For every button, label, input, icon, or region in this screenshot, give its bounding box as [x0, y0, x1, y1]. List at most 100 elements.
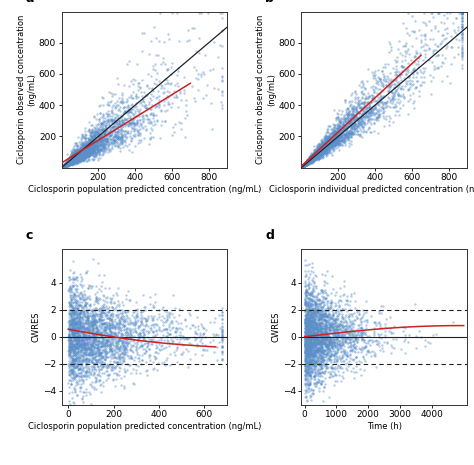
Point	[304, 158, 311, 165]
Point	[105, 303, 113, 311]
Point	[69, 332, 77, 339]
Point	[334, 129, 341, 136]
Point	[313, 296, 320, 304]
Point	[114, 80, 122, 87]
Point	[66, 160, 74, 168]
Point	[307, 318, 315, 325]
Point	[91, 153, 99, 161]
Point	[78, 157, 85, 164]
Point	[88, 149, 96, 157]
Point	[303, 159, 311, 166]
Point	[69, 325, 76, 332]
Point	[375, 331, 383, 339]
Point	[458, 23, 466, 30]
Point	[318, 143, 326, 151]
Point	[341, 126, 348, 134]
Point	[81, 372, 89, 380]
Point	[90, 338, 97, 345]
Point	[64, 158, 72, 166]
Point	[152, 35, 159, 42]
Point	[317, 314, 324, 321]
Point	[89, 351, 96, 359]
Point	[311, 332, 319, 339]
Point	[337, 131, 344, 139]
Point	[320, 309, 328, 317]
Point	[70, 157, 78, 164]
Point	[308, 345, 316, 353]
Point	[89, 326, 96, 333]
Point	[300, 162, 307, 170]
Point	[79, 308, 86, 316]
Point	[328, 343, 336, 351]
Point	[312, 330, 320, 338]
Point	[313, 152, 320, 159]
Point	[323, 332, 331, 340]
Point	[60, 162, 68, 170]
Point	[98, 319, 105, 327]
Point	[67, 160, 74, 167]
Point	[91, 137, 99, 144]
Point	[341, 130, 349, 137]
Point	[307, 154, 314, 162]
Point	[69, 292, 76, 300]
Point	[309, 152, 317, 159]
Point	[315, 346, 322, 353]
Point	[78, 343, 86, 350]
Point	[333, 358, 341, 365]
Point	[154, 316, 161, 323]
Point	[86, 301, 94, 309]
Point	[335, 116, 343, 123]
Point	[334, 134, 341, 142]
Point	[88, 149, 95, 157]
Point	[122, 109, 130, 116]
Point	[92, 324, 100, 331]
Point	[305, 328, 313, 335]
Point	[328, 143, 335, 150]
Point	[170, 128, 177, 136]
Point	[421, 337, 429, 344]
Point	[377, 334, 385, 341]
Point	[108, 328, 115, 336]
Point	[355, 331, 363, 339]
Point	[68, 158, 75, 165]
Point	[342, 131, 349, 139]
Point	[331, 342, 339, 350]
Point	[355, 307, 363, 314]
Point	[317, 319, 324, 327]
Point	[329, 365, 337, 372]
Point	[62, 160, 69, 168]
Point	[309, 153, 317, 161]
Point	[79, 149, 87, 157]
Point	[372, 319, 379, 327]
Point	[146, 351, 153, 358]
Point	[409, 66, 417, 74]
Point	[321, 143, 328, 151]
Point	[64, 159, 72, 166]
Point	[320, 339, 328, 346]
Point	[81, 152, 88, 159]
Point	[94, 296, 102, 304]
Point	[68, 326, 76, 334]
Point	[61, 161, 68, 168]
Point	[329, 135, 337, 142]
Point	[320, 346, 328, 354]
Point	[87, 139, 95, 146]
Point	[193, 340, 201, 348]
Point	[321, 139, 328, 146]
Point	[62, 161, 69, 169]
Point	[75, 343, 83, 351]
Point	[313, 346, 320, 353]
Point	[66, 316, 74, 324]
Point	[317, 339, 325, 347]
Point	[86, 126, 93, 134]
Point	[345, 311, 353, 318]
Point	[308, 154, 315, 162]
Point	[138, 93, 146, 100]
Point	[73, 332, 81, 339]
Point	[343, 359, 350, 366]
Point	[334, 138, 342, 146]
Point	[82, 354, 90, 362]
Point	[327, 299, 335, 306]
Point	[173, 335, 181, 343]
Point	[314, 144, 321, 152]
